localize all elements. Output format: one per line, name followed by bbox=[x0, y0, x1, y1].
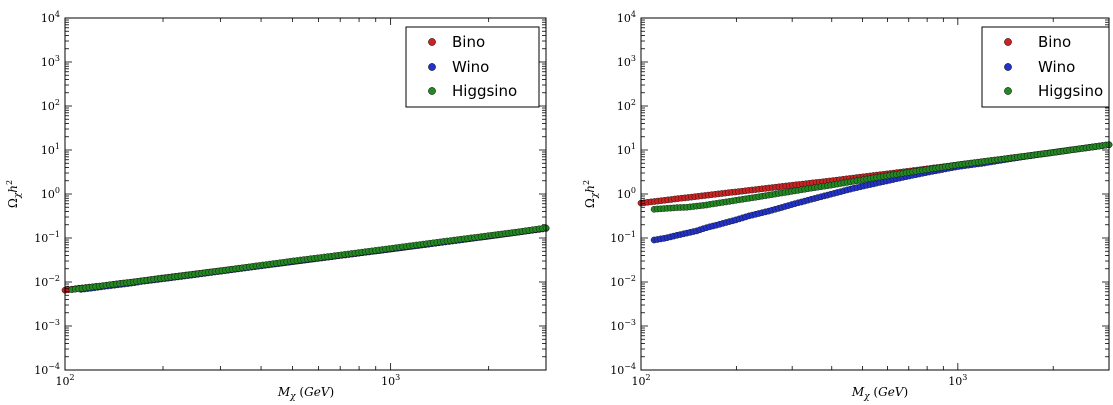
right-y-tick-base: 10 bbox=[617, 188, 631, 201]
right-x-tick-label: 102 bbox=[631, 373, 650, 388]
right-x-tick-base: 10 bbox=[948, 375, 962, 388]
right-y-axis-label: Ωχh2 bbox=[582, 180, 600, 208]
right-y-tick-base: 10 bbox=[617, 100, 631, 113]
left-x-tick-base: 10 bbox=[381, 375, 395, 388]
left-y-tick-label: 10−1 bbox=[34, 230, 60, 245]
left-x-tick-label: 102 bbox=[55, 373, 74, 388]
left-x-axis-label: Mχ (GeV) bbox=[277, 385, 334, 402]
right-x-tick-label: 103 bbox=[948, 373, 967, 388]
right-legend: Bino Wino Higgsino bbox=[981, 26, 1110, 108]
right-legend-marker-wino bbox=[1004, 63, 1012, 71]
left-y-tick-base: 10 bbox=[41, 12, 55, 25]
left-y-tick-exp: 1 bbox=[55, 142, 60, 151]
left-y-tick-exp: 4 bbox=[55, 10, 60, 19]
left-legend-marker-higgsino bbox=[428, 87, 436, 95]
right-x-axis-label: Mχ (GeV) bbox=[851, 385, 908, 402]
right-x-ticks: 102 103 bbox=[631, 18, 1110, 388]
left-legend-label-higgsino: Higgsino bbox=[452, 82, 517, 100]
right-y-tick-label: 10−2 bbox=[610, 274, 636, 289]
right-y-tick-exp: −1 bbox=[624, 230, 636, 239]
left-y-tick-base: 10 bbox=[41, 188, 55, 201]
left-y-tick-base: 10 bbox=[34, 320, 48, 333]
right-y-tick-exp: 2 bbox=[631, 98, 636, 107]
left-y-tick-label: 104 bbox=[41, 10, 60, 25]
left-x-tick-base: 10 bbox=[55, 375, 69, 388]
left-y-tick-base: 10 bbox=[34, 276, 48, 289]
right-x-tick-exp: 3 bbox=[962, 373, 967, 382]
right-y-tick-label: 101 bbox=[617, 142, 636, 157]
right-legend-label-higgsino: Higgsino bbox=[1038, 82, 1103, 100]
left-y-tick-label: 10−3 bbox=[34, 318, 60, 333]
right-y-tick-base: 10 bbox=[610, 276, 624, 289]
right-y-tick-label: 10−4 bbox=[610, 362, 636, 377]
right-chart-points bbox=[637, 141, 1113, 244]
left-y-tick-exp: 0 bbox=[55, 186, 60, 195]
left-legend-marker-wino bbox=[428, 63, 436, 71]
right-y-tick-base: 10 bbox=[617, 56, 631, 69]
right-y-tick-exp: 0 bbox=[631, 186, 636, 195]
left-y-tick-exp: −3 bbox=[48, 318, 60, 327]
right-y-tick-label: 10−1 bbox=[610, 230, 636, 245]
right-y-tick-exp: −2 bbox=[624, 274, 636, 283]
left-x-tick-label: 103 bbox=[381, 373, 400, 388]
right-legend-label-bino: Bino bbox=[1038, 33, 1071, 51]
left-y-tick-exp: −1 bbox=[48, 230, 60, 239]
right-y-tick-base: 10 bbox=[617, 12, 631, 25]
right-y-tick-label: 102 bbox=[617, 98, 636, 113]
left-y-tick-base: 10 bbox=[41, 56, 55, 69]
left-x-ticks: 102 103 bbox=[55, 18, 547, 388]
left-y-tick-base: 10 bbox=[41, 100, 55, 113]
left-x-tick-exp: 2 bbox=[69, 373, 74, 382]
left-y-tick-label: 10−2 bbox=[34, 274, 60, 289]
left-legend: Bino Wino Higgsino bbox=[405, 26, 540, 108]
left-y-tick-base: 10 bbox=[41, 144, 55, 157]
left-legend-marker-bino bbox=[428, 38, 436, 46]
right-legend-box bbox=[981, 26, 1110, 108]
right-y-tick-base: 10 bbox=[610, 320, 624, 333]
right-y-tick-label: 10−3 bbox=[610, 318, 636, 333]
left-legend-label-wino: Wino bbox=[452, 58, 489, 76]
left-y-tick-base: 10 bbox=[34, 232, 48, 245]
right-y-tick-exp: −3 bbox=[624, 318, 636, 327]
right-legend-label-wino: Wino bbox=[1038, 58, 1075, 76]
left-y-axis-label: Ωχh2 bbox=[5, 180, 23, 208]
right-y-tick-base: 10 bbox=[617, 144, 631, 157]
right-y-tick-exp: 1 bbox=[631, 142, 636, 151]
right-y-tick-exp: 3 bbox=[631, 54, 636, 63]
right-y-tick-exp: 4 bbox=[631, 10, 636, 19]
left-y-tick-label: 101 bbox=[41, 142, 60, 157]
left-legend-label-bino: Bino bbox=[452, 33, 485, 51]
left-y-tick-label: 102 bbox=[41, 98, 60, 113]
right-y-tick-label: 100 bbox=[617, 186, 636, 201]
left-y-tick-exp: 3 bbox=[55, 54, 60, 63]
right-y-tick-base: 10 bbox=[610, 232, 624, 245]
left-y-tick-label: 10−4 bbox=[34, 362, 60, 377]
left-x-tick-exp: 3 bbox=[395, 373, 400, 382]
left-y-tick-base: 10 bbox=[34, 364, 48, 377]
left-y-tick-exp: 2 bbox=[55, 98, 60, 107]
right-legend-marker-higgsino bbox=[1004, 87, 1012, 95]
left-y-tick-exp: −4 bbox=[48, 362, 60, 371]
left-y-tick-label: 100 bbox=[41, 186, 60, 201]
right-x-tick-base: 10 bbox=[631, 375, 645, 388]
left-y-tick-exp: −2 bbox=[48, 274, 60, 283]
left-y-tick-label: 103 bbox=[41, 54, 60, 69]
left-chart-points bbox=[61, 224, 550, 294]
right-y-tick-exp: −4 bbox=[624, 362, 636, 371]
right-y-tick-label: 104 bbox=[617, 10, 636, 25]
right-legend-marker-bino bbox=[1004, 38, 1012, 46]
right-y-tick-base: 10 bbox=[610, 364, 624, 377]
right-x-tick-exp: 2 bbox=[645, 373, 650, 382]
right-y-tick-label: 103 bbox=[617, 54, 636, 69]
